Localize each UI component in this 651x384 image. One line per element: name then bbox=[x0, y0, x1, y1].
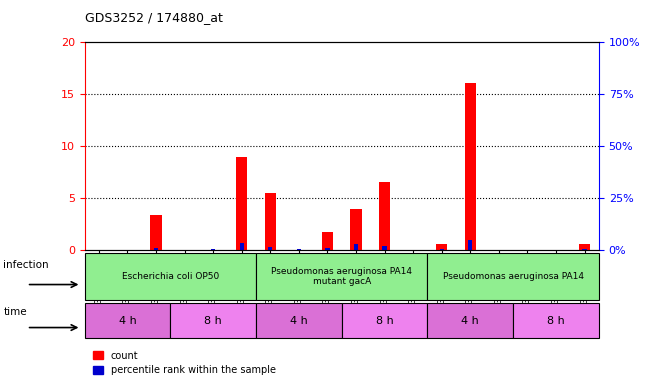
Bar bbox=[256, 303, 342, 338]
Bar bbox=[322, 232, 333, 250]
Bar bbox=[383, 247, 387, 250]
Bar bbox=[264, 193, 276, 250]
Text: time: time bbox=[3, 307, 27, 317]
Text: Pseudomonas aeruginosa PA14: Pseudomonas aeruginosa PA14 bbox=[443, 272, 584, 281]
Bar bbox=[342, 303, 428, 338]
Bar bbox=[439, 249, 444, 250]
Bar bbox=[297, 248, 301, 250]
Text: 8 h: 8 h bbox=[376, 316, 393, 326]
Bar bbox=[354, 245, 358, 250]
Text: GDS3252 / 174880_at: GDS3252 / 174880_at bbox=[85, 12, 223, 25]
Bar bbox=[379, 182, 391, 250]
Bar bbox=[326, 248, 329, 250]
Text: 8 h: 8 h bbox=[204, 316, 222, 326]
Bar bbox=[236, 157, 247, 250]
Bar bbox=[85, 253, 256, 300]
Bar bbox=[428, 253, 599, 300]
Bar bbox=[579, 245, 590, 250]
Bar bbox=[256, 253, 428, 300]
Bar bbox=[240, 243, 244, 250]
Bar bbox=[436, 245, 447, 250]
Bar bbox=[154, 248, 158, 250]
Bar bbox=[350, 209, 362, 250]
Text: Pseudomonas aeruginosa PA14
mutant gacA: Pseudomonas aeruginosa PA14 mutant gacA bbox=[271, 267, 412, 286]
Bar bbox=[468, 240, 473, 250]
Bar bbox=[465, 83, 476, 250]
Bar bbox=[513, 303, 599, 338]
Text: 4 h: 4 h bbox=[462, 316, 479, 326]
Bar bbox=[428, 303, 513, 338]
Text: 4 h: 4 h bbox=[290, 316, 308, 326]
Text: 4 h: 4 h bbox=[118, 316, 136, 326]
Bar bbox=[150, 215, 162, 250]
Bar bbox=[583, 248, 587, 250]
Bar bbox=[268, 247, 273, 250]
Text: 8 h: 8 h bbox=[547, 316, 565, 326]
Legend: count, percentile rank within the sample: count, percentile rank within the sample bbox=[89, 347, 280, 379]
Text: Escherichia coli OP50: Escherichia coli OP50 bbox=[122, 272, 219, 281]
Bar bbox=[211, 249, 215, 250]
Text: infection: infection bbox=[3, 260, 49, 270]
Bar bbox=[85, 303, 171, 338]
Bar bbox=[171, 303, 256, 338]
